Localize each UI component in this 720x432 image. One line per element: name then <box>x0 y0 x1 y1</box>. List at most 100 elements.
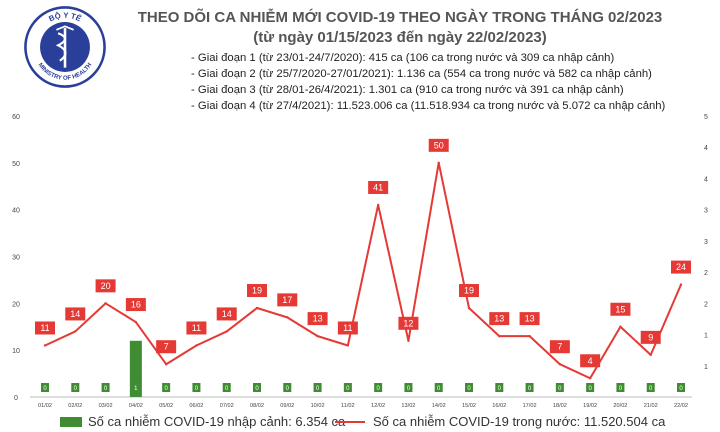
data-label-box <box>428 138 449 152</box>
x-tick-label: 02/02 <box>68 403 82 409</box>
x-tick-label: 22/02 <box>674 403 688 409</box>
x-tick-label: 11/02 <box>341 403 355 409</box>
data-label-box <box>186 321 207 335</box>
data-label: 50 <box>434 140 444 150</box>
data-label-box <box>398 316 419 330</box>
bar-label-box <box>313 383 322 392</box>
data-label: 4 <box>588 356 593 366</box>
line-point <box>346 344 350 347</box>
bar-label-box <box>101 383 110 392</box>
line-point <box>407 339 410 342</box>
data-label: 19 <box>252 286 262 296</box>
right-tick-label: 3 <box>704 208 708 215</box>
ministry-of-health-logo: BỘ Y TẾ MINISTRY OF HEALTH <box>24 6 106 88</box>
right-tick-label: 4 <box>704 176 708 183</box>
right-tick-label: 3 <box>704 239 708 246</box>
bar-label: 0 <box>74 386 78 392</box>
x-tick-label: 07/02 <box>220 403 234 409</box>
data-label: 16 <box>131 300 141 310</box>
logo-text-top: BỘ Y TẾ <box>47 11 83 24</box>
x-tick-label: 06/02 <box>189 403 203 409</box>
line-point <box>164 363 168 366</box>
legend: Số ca nhiễm COVID-19 nhập cảnh: 6.354 ca… <box>0 414 720 432</box>
bar-label-box <box>616 383 625 392</box>
bar-label: 0 <box>164 386 168 392</box>
stage-note-4: - Giai đoạn 4 (từ 27/4/2021): 11.523.006… <box>191 100 666 112</box>
legend-item-domestic: Số ca nhiễm COVID-19 trong nước: 11.520.… <box>335 414 665 429</box>
stage-note-3: - Giai đoạn 3 (từ 28/01-26/4/2021): 1.30… <box>191 84 624 96</box>
stage-notes: - Giai đoạn 1 (từ 23/01-24/7/2020): 415 … <box>191 50 711 114</box>
x-tick-label: 12/02 <box>371 403 385 409</box>
bar-label: 0 <box>588 386 592 392</box>
bar-label: 0 <box>376 386 380 392</box>
bar-label: 0 <box>286 386 290 392</box>
x-tick-label: 05/02 <box>159 403 173 409</box>
data-label-box <box>610 302 631 316</box>
domestic-cases-line <box>44 161 682 380</box>
stage-note-2: - Giai đoạn 2 (từ 25/7/2020-27/01/2021):… <box>191 68 652 80</box>
data-label: 24 <box>676 262 686 272</box>
line-point <box>134 320 138 324</box>
bar-label: 0 <box>346 386 350 392</box>
bar-label: 0 <box>558 386 562 392</box>
left-tick-label: 20 <box>12 301 20 308</box>
left-tick-label: 30 <box>12 255 20 262</box>
x-tick-label: 04/02 <box>129 403 143 409</box>
left-tick-label: 50 <box>12 161 20 168</box>
data-label-box <box>216 307 237 321</box>
data-label-box <box>459 284 479 298</box>
line-point <box>498 334 501 338</box>
line-point <box>558 363 562 366</box>
bar-label-box <box>131 383 140 392</box>
data-label: 14 <box>222 309 232 319</box>
bar-label-box <box>162 383 171 392</box>
bar-label-box <box>374 383 383 392</box>
right-tick-label: 1 <box>704 333 708 340</box>
x-tick-label: 15/02 <box>462 403 476 409</box>
bar-label: 0 <box>528 386 532 392</box>
data-label-box <box>247 284 267 298</box>
data-label: 14 <box>70 309 80 319</box>
data-label: 41 <box>373 182 383 192</box>
line-point <box>588 377 592 380</box>
bar-label-box <box>646 383 655 392</box>
data-label: 13 <box>525 314 535 324</box>
legend-line-label: Số ca nhiễm COVID-19 trong nước: 11.520.… <box>373 414 666 429</box>
bar-label-box <box>495 383 504 392</box>
chart-title: THEO DÕI CA NHIỄM MỚI COVID-19 THEO NGÀY… <box>137 9 663 26</box>
line-point <box>225 330 228 333</box>
data-label: 15 <box>615 304 625 314</box>
line-point <box>43 344 47 347</box>
data-label-box <box>671 260 691 274</box>
data-label-box <box>489 312 510 326</box>
x-tick-label: 20/02 <box>613 403 627 409</box>
data-label-box <box>277 293 298 307</box>
x-tick-label: 19/02 <box>583 403 597 409</box>
x-tick-label: 13/02 <box>401 403 415 409</box>
bar <box>129 340 142 397</box>
x-tick-label: 17/02 <box>523 403 537 409</box>
bar-label-box <box>71 383 80 392</box>
line-point <box>679 283 683 286</box>
legend-item-imported: Số ca nhiễm COVID-19 nhập cảnh: 6.354 ca <box>60 414 345 429</box>
x-tick-label: 14/02 <box>432 403 446 409</box>
right-tick-label: 5 <box>704 114 708 121</box>
line-point <box>467 306 471 310</box>
line-point <box>316 334 319 338</box>
bar-label-box <box>283 383 292 392</box>
bar-label-box <box>586 383 595 392</box>
legend-bar-swatch <box>60 416 82 427</box>
bar-label-box <box>41 383 49 392</box>
line-point <box>255 306 259 310</box>
bar-label: 0 <box>407 386 411 392</box>
x-tick-label: 21/02 <box>644 403 658 409</box>
data-label: 19 <box>464 286 474 296</box>
legend-bar-label: Số ca nhiễm COVID-19 nhập cảnh: 6.354 ca <box>88 414 346 429</box>
data-label-box <box>125 298 146 312</box>
data-label: 17 <box>282 295 292 305</box>
bar-label: 0 <box>649 386 653 392</box>
line-point <box>376 203 380 207</box>
data-label-box <box>640 330 661 344</box>
bar-label: 1 <box>134 386 138 392</box>
